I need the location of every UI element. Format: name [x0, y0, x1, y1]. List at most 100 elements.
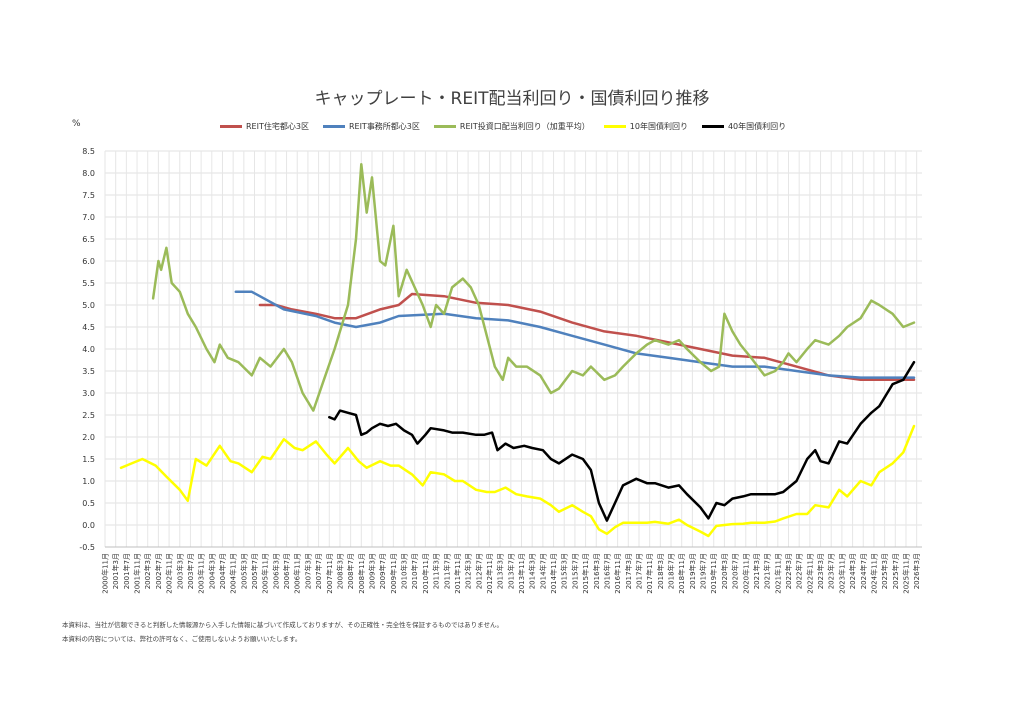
x-tick-label: 2008年11月 [357, 553, 366, 594]
x-tick-label: 2003年7月 [186, 553, 195, 589]
x-tick-label: 2001年7月 [122, 553, 131, 589]
x-axis-ticks: 2000年11月 2001年3月 2001年7月 2001年11月 2002年3月 200… [101, 553, 922, 594]
x-tick-label: 2014年7月 [538, 553, 547, 589]
x-tick-label: 2014年11月 [549, 553, 558, 594]
x-tick-label: 2016年11月 [613, 553, 622, 594]
legend-label: REIT投資口配当利回り（加重平均） [459, 122, 590, 131]
x-tick-label: 2008年7月 [346, 553, 355, 589]
legend-item: 40年国債利回り [701, 121, 786, 132]
x-tick-label: 2024年3月 [848, 553, 857, 589]
x-tick-label: 2017年11月 [645, 553, 654, 594]
legend-swatch [322, 125, 345, 128]
x-tick-label: 2002年3月 [143, 553, 152, 589]
legend: REIT住宅都心3区 REIT事務所都心3区 REIT投資口配当利回り（加重平均… [220, 121, 786, 132]
x-tick-label: 2010年7月 [410, 553, 419, 589]
x-tick-label: 2009年11月 [389, 553, 398, 594]
x-tick-label: 2015年11月 [581, 553, 590, 594]
y-tick-label: 6.0 [82, 257, 95, 266]
x-tick-label: 2007年3月 [303, 553, 312, 589]
x-tick-label: 2026年3月 [912, 553, 921, 589]
x-tick-label: 2003年11月 [197, 553, 206, 594]
legend-label: REIT事務所都心3区 [348, 122, 420, 131]
legend-label: REIT住宅都心3区 [246, 122, 309, 131]
y-tick-label: 6.5 [82, 235, 95, 244]
y-axis-unit: % [72, 119, 81, 129]
y-tick-label: 5.5 [82, 279, 95, 288]
x-tick-label: 2011年11月 [453, 553, 462, 594]
footnote: 本資料は、当社が信頼できると判断した情報源から入手した情報に基づいて作成しており… [62, 621, 503, 629]
y-tick-label: -0.5 [79, 543, 95, 552]
x-tick-label: 2015年3月 [560, 553, 569, 589]
x-tick-label: 2012年3月 [464, 553, 473, 589]
x-tick-label: 2018年3月 [656, 553, 665, 589]
x-tick-label: 2021年3月 [752, 553, 761, 589]
x-tick-label: 2020年3月 [720, 553, 729, 589]
y-tick-label: 4.0 [82, 345, 95, 354]
x-tick-label: 2025年3月 [880, 553, 889, 589]
y-axis-ticks: -0.5 0.0 0.5 1.0 1.5 2.0 2.5 3.0 3.5 4.0 4.5 5.0 5.5… [79, 147, 95, 552]
x-tick-label: 2009年7月 [378, 553, 387, 589]
x-tick-label: 2013年11月 [517, 553, 526, 594]
y-tick-label: 5.0 [82, 301, 95, 310]
y-tick-label: 0.0 [82, 521, 95, 530]
series-line [119, 424, 916, 538]
y-tick-label: 8.0 [82, 169, 95, 178]
x-tick-label: 2025年7月 [891, 553, 900, 589]
y-tick-label: 2.5 [82, 411, 95, 420]
x-tick-label: 2016年3月 [592, 553, 601, 589]
x-tick-label: 2006年7月 [282, 553, 291, 589]
series-line [151, 162, 916, 412]
y-tick-label: 7.5 [82, 191, 95, 200]
x-tick-label: 2024年11月 [869, 553, 878, 594]
x-tick-label: 2009年3月 [367, 553, 376, 589]
legend-label: 10年国債利回り [629, 122, 688, 131]
x-tick-label: 2019年11月 [709, 553, 718, 594]
y-tick-label: 0.5 [82, 499, 95, 508]
x-tick-label: 2007年7月 [314, 553, 323, 589]
legend-item: REIT投資口配当利回り（加重平均） [433, 121, 590, 132]
x-tick-label: 2003年3月 [175, 553, 184, 589]
x-tick-label: 2006年11月 [293, 553, 302, 594]
y-tick-label: 4.5 [82, 323, 95, 332]
x-tick-label: 2025年11月 [901, 553, 910, 594]
x-tick-label: 2011年3月 [432, 553, 441, 589]
series-lines [119, 162, 916, 538]
x-tick-label: 2010年11月 [421, 553, 430, 594]
x-tick-label: 2012年11月 [485, 553, 494, 594]
legend-swatch [701, 125, 724, 128]
x-tick-label: 2001年3月 [111, 553, 120, 589]
footnote: 本資料の内容については、弊社の許可なく、ご使用しないようお願いいたします。 [62, 635, 302, 643]
y-tick-label: 3.0 [82, 389, 95, 398]
x-tick-label: 2020年7月 [731, 553, 740, 589]
series-line [258, 292, 916, 382]
x-tick-label: 2017年7月 [634, 553, 643, 589]
y-tick-label: 8.5 [82, 147, 95, 156]
x-tick-label: 2018年7月 [667, 553, 676, 589]
x-tick-label: 2023年3月 [816, 553, 825, 589]
y-tick-label: 7.0 [82, 213, 95, 222]
grid-lines [104, 150, 922, 548]
x-tick-label: 2024年7月 [859, 553, 868, 589]
x-tick-label: 2008年3月 [335, 553, 344, 589]
x-tick-label: 2019年3月 [688, 553, 697, 589]
x-tick-label: 2022年3月 [784, 553, 793, 589]
series-line [234, 290, 916, 379]
x-tick-label: 2013年3月 [496, 553, 505, 589]
x-tick-label: 2015年7月 [570, 553, 579, 589]
x-tick-label: 2007年11月 [325, 553, 334, 594]
legend-item: REIT住宅都心3区 [220, 121, 309, 132]
x-tick-label: 2005年11月 [261, 553, 270, 594]
x-tick-label: 2005年3月 [239, 553, 248, 589]
x-tick-label: 2017年3月 [624, 553, 633, 589]
x-tick-label: 2023年11月 [837, 553, 846, 594]
x-tick-label: 2022年11月 [805, 553, 814, 594]
x-tick-label: 2011年7月 [442, 553, 451, 589]
x-tick-label: 2018年11月 [677, 553, 686, 594]
y-tick-label: 1.5 [82, 455, 95, 464]
x-tick-label: 2012年7月 [474, 553, 483, 589]
chart-title: キャップレート・REIT配当利回り・国債利回り推移 [314, 89, 710, 109]
y-tick-label: 2.0 [82, 433, 95, 442]
x-tick-label: 2002年11月 [165, 553, 174, 594]
x-tick-label: 2014年3月 [528, 553, 537, 589]
